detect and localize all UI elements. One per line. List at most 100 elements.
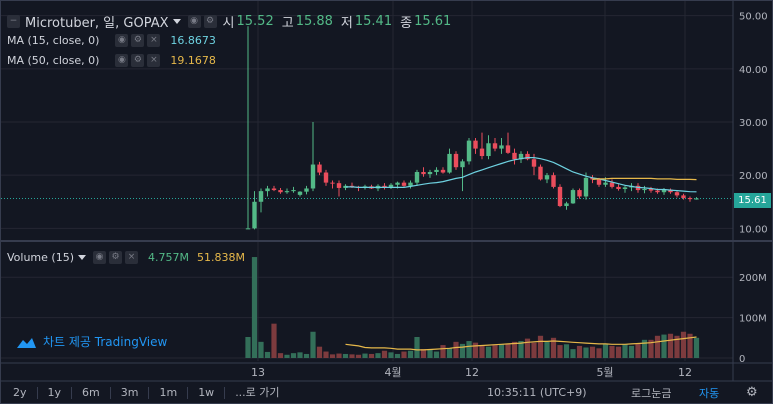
candle-body	[336, 183, 342, 188]
candle-body	[421, 171, 426, 175]
range-1w-button[interactable]: 1w	[188, 386, 226, 399]
volume-bar	[323, 351, 329, 358]
volume-label[interactable]: Volume (15)	[7, 251, 74, 264]
eye-icon[interactable]: ◉	[93, 251, 106, 264]
eye-icon[interactable]: ◉	[115, 34, 129, 47]
volume-bar	[472, 342, 479, 358]
candle-body	[265, 188, 270, 192]
candle-body	[414, 171, 420, 183]
candle-body	[661, 189, 667, 193]
settings-icon[interactable]: ⚙	[131, 34, 145, 47]
candle-body	[271, 188, 277, 191]
volume-legend: Volume (15) ◉ ⚙ × 4.757M 51.838M	[7, 251, 245, 264]
volume-bar	[609, 345, 615, 358]
volume-bar	[297, 352, 303, 358]
candle-body	[622, 187, 628, 190]
gear-icon[interactable]: ⚙	[746, 385, 758, 400]
settings-icon[interactable]: ⚙	[131, 54, 145, 67]
time-tick-label: 13	[251, 366, 265, 379]
ma15-value: 16.8673	[170, 34, 216, 47]
range-2y-button[interactable]: 2y	[1, 386, 38, 399]
volume-bar	[433, 351, 440, 358]
volume-bar	[583, 347, 589, 358]
eye-icon[interactable]: ◉	[115, 54, 129, 67]
range-3m-button[interactable]: 3m	[111, 386, 150, 399]
chevron-down-icon[interactable]	[172, 19, 181, 24]
candle-body	[440, 169, 446, 173]
collapse-icon[interactable]: −	[7, 15, 20, 28]
price-tick-label: 30.00	[739, 118, 768, 129]
symbol-title[interactable]: Microtuber, 일, GOPAX	[25, 16, 169, 31]
range-1y-button[interactable]: 1y	[38, 386, 73, 399]
candle-body	[648, 189, 654, 191]
volume-bar	[251, 257, 258, 358]
volume-bar	[485, 346, 492, 358]
open-label: 시	[222, 16, 235, 31]
low-label: 저	[340, 16, 353, 31]
volume-bar	[414, 337, 420, 358]
candle-body	[473, 140, 478, 149]
candle-body	[538, 166, 543, 180]
volume-bar	[401, 351, 407, 358]
candle-body	[642, 189, 647, 191]
volume-bar	[427, 349, 433, 358]
volume-tick-label: 100M	[739, 314, 767, 325]
volume-bar	[635, 343, 641, 358]
tradingview-logo[interactable]: 차트 제공 TradingView	[15, 333, 167, 350]
volume-bar	[420, 349, 427, 358]
close-icon[interactable]: ×	[147, 54, 161, 67]
candle-body	[531, 159, 537, 167]
ma50-line	[592, 177, 697, 181]
time-tick-label: 12	[465, 366, 479, 379]
price-tick-label: 20.00	[739, 171, 768, 182]
volume-bar	[511, 341, 518, 358]
ma15-label[interactable]: MA (15, close, 0)	[7, 34, 100, 47]
range-1m-button[interactable]: 1m	[149, 386, 189, 399]
volume-bar	[342, 353, 349, 358]
volume-bar	[550, 337, 557, 358]
settings-icon[interactable]: ⚙	[109, 251, 122, 264]
close-icon[interactable]: ×	[147, 34, 161, 47]
settings-icon[interactable]: ⚙	[203, 15, 217, 28]
close-icon[interactable]: ×	[125, 251, 138, 264]
volume-bar	[440, 345, 446, 358]
volume-bar	[277, 353, 284, 358]
candle-body	[557, 186, 563, 207]
ma50-value: 19.1678	[170, 54, 216, 67]
candle-body	[252, 201, 257, 229]
auto-scale-button[interactable]: 자동	[699, 386, 720, 400]
volume-bar	[466, 341, 472, 358]
high-value: 15.88	[295, 14, 333, 29]
volume-bar	[284, 354, 290, 358]
eye-icon[interactable]: ◉	[187, 15, 201, 28]
volume-bar	[310, 331, 316, 358]
candle-body	[258, 191, 264, 202]
ma15-line	[345, 157, 697, 193]
log-scale-button[interactable]: 로그눈금	[631, 386, 672, 400]
candle-body	[486, 143, 491, 157]
ma50-legend: MA (50, close, 0) ◉ ⚙ × 19.1678	[7, 54, 216, 67]
candle-body	[681, 195, 686, 199]
clock-text[interactable]: 10:35:11 (UTC+9)	[487, 386, 587, 399]
volume-bar	[498, 344, 505, 358]
ma50-label[interactable]: MA (50, close, 0)	[7, 54, 100, 67]
volume-bar	[518, 341, 524, 358]
price-tick-label: 50.00	[739, 12, 768, 23]
goto-button[interactable]: ...로 가기	[235, 385, 280, 399]
candle-body	[616, 186, 621, 190]
candle-body	[466, 140, 472, 162]
volume-bar	[537, 335, 544, 358]
volume-bar	[394, 353, 401, 358]
cloud-icon	[17, 337, 36, 348]
candle-body	[590, 177, 595, 180]
volume-tick-label: 200M	[739, 273, 767, 284]
range-6m-button[interactable]: 6m	[72, 386, 111, 399]
volume-bar	[680, 331, 687, 358]
volume-bar	[524, 338, 531, 358]
volume-value: 4.757M	[148, 251, 189, 264]
volume-bar	[388, 352, 394, 358]
chevron-down-icon[interactable]	[78, 255, 86, 260]
candle-body	[388, 184, 394, 188]
candle-body	[609, 182, 615, 187]
